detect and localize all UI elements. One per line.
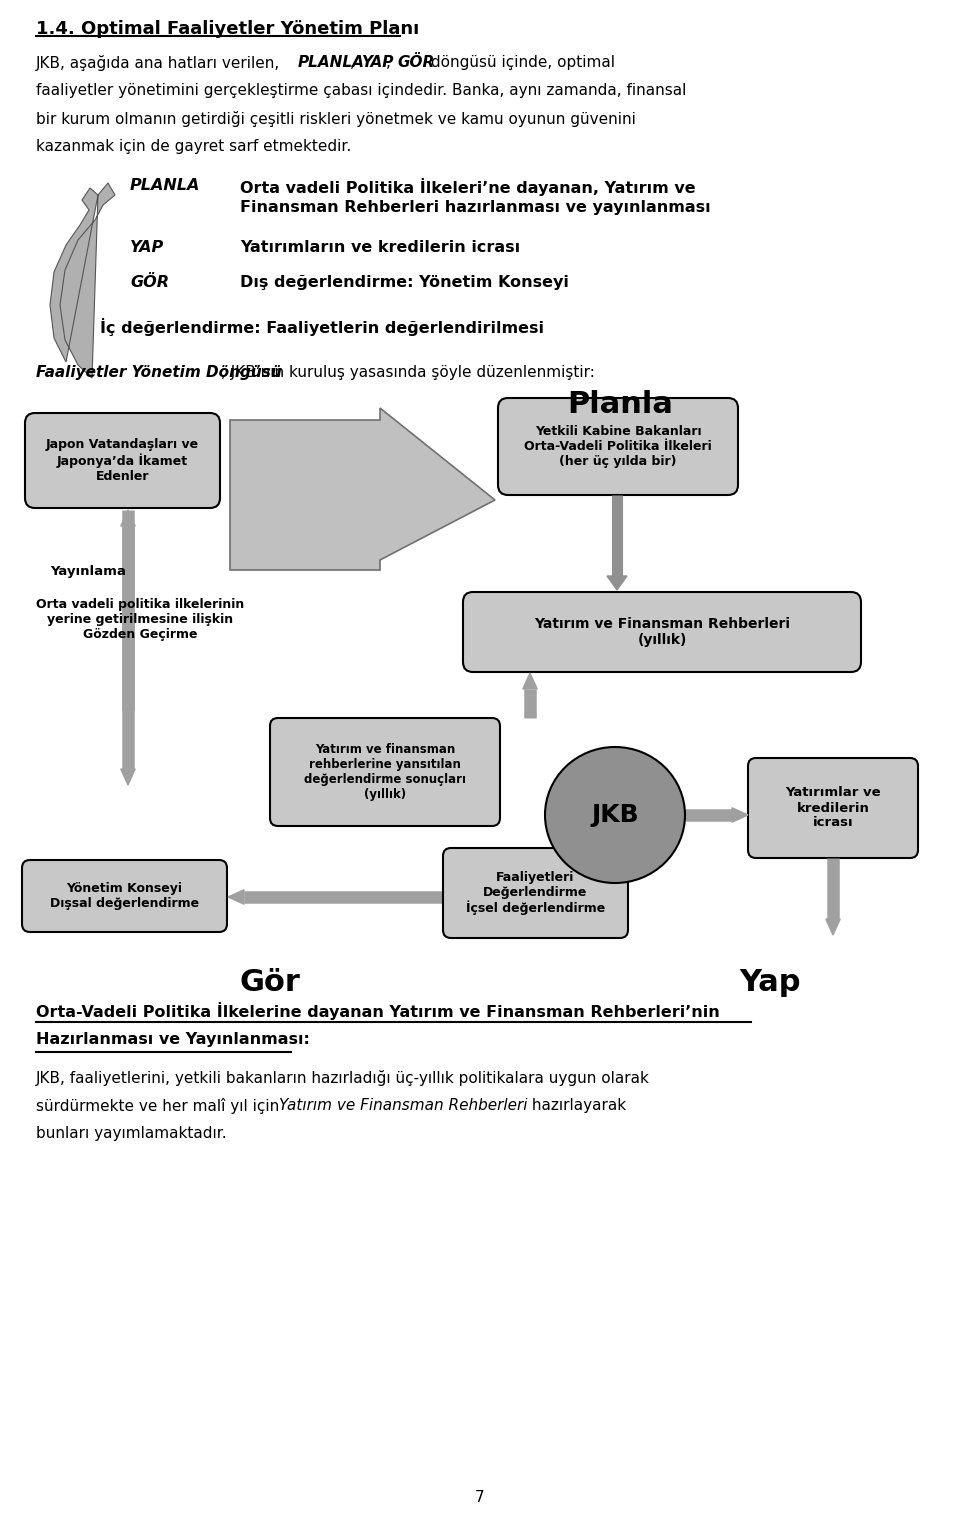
Polygon shape <box>826 918 840 935</box>
Text: Japon Vatandaşları ve
Japonya’da İkamet
Edenler: Japon Vatandaşları ve Japonya’da İkamet … <box>46 439 199 483</box>
Text: Gör: Gör <box>240 968 300 997</box>
Text: İç değerlendirme: Faaliyetlerin değerlendirilmesi: İç değerlendirme: Faaliyetlerin değerlen… <box>100 318 544 336</box>
Text: GÖR: GÖR <box>130 275 169 290</box>
FancyBboxPatch shape <box>22 859 227 932</box>
Text: sürdürmekte ve her malî yıl için: sürdürmekte ve her malî yıl için <box>36 1098 284 1114</box>
Polygon shape <box>121 769 135 785</box>
Text: faaliyetler yönetimini gerçekleştirme çabası içindedir. Banka, aynı zamanda, fin: faaliyetler yönetimini gerçekleştirme ça… <box>36 83 686 98</box>
Text: Yatırım ve finansman
rehberlerine yansıtılan
değerlendirme sonuçları
(yıllık): Yatırım ve finansman rehberlerine yansıt… <box>304 743 466 800</box>
Text: YAP: YAP <box>130 241 164 256</box>
Text: bir kurum olmanın getirdiği çeşitli riskleri yönetmek ve kamu oyunun güvenini: bir kurum olmanın getirdiği çeşitli risk… <box>36 110 636 127</box>
FancyBboxPatch shape <box>748 758 918 858</box>
Polygon shape <box>121 510 135 527</box>
Text: Orta-Vadeli Politika İlkelerine dayanan Yatırım ve Finansman Rehberleri’nin: Orta-Vadeli Politika İlkelerine dayanan … <box>36 1002 720 1020</box>
Text: Yatırımların ve kredilerin icrası: Yatırımların ve kredilerin icrası <box>240 241 520 256</box>
Text: Yönetim Konseyi
Dışsal değerlendirme: Yönetim Konseyi Dışsal değerlendirme <box>50 882 199 909</box>
Text: Yatırım ve Finansman Rehberleri
(yıllık): Yatırım ve Finansman Rehberleri (yıllık) <box>534 617 790 648</box>
Text: Yatırımlar ve
kredilerin
icrası: Yatırımlar ve kredilerin icrası <box>785 787 881 829</box>
Polygon shape <box>607 576 627 590</box>
Text: hazırlayarak: hazırlayarak <box>527 1098 626 1114</box>
Text: Dış değerlendirme: Yönetim Konseyi: Dış değerlendirme: Yönetim Konseyi <box>240 275 569 290</box>
Text: PLANLA: PLANLA <box>130 179 201 194</box>
Polygon shape <box>523 673 538 688</box>
Text: GÖR: GÖR <box>397 54 434 70</box>
Text: Orta vadeli politika ilkelerinin
yerine getirilmesine ilişkin
Gözden Geçirme: Orta vadeli politika ilkelerinin yerine … <box>36 598 244 642</box>
Text: 7: 7 <box>475 1490 485 1505</box>
Text: JKB, aşağıda ana hatları verilen,: JKB, aşağıda ana hatları verilen, <box>36 54 285 71</box>
FancyBboxPatch shape <box>498 398 738 495</box>
FancyBboxPatch shape <box>25 413 220 508</box>
Text: , JKB’nın kuruluş yasasında şöyle düzenlenmiştir:: , JKB’nın kuruluş yasasında şöyle düzenl… <box>221 365 595 380</box>
Text: Planla: Planla <box>567 390 673 419</box>
Text: Yayınlama: Yayınlama <box>50 564 126 578</box>
Text: döngüsü içinde, optimal: döngüsü içinde, optimal <box>426 54 615 70</box>
Text: 1.4. Optimal Faaliyetler Yönetim Planı: 1.4. Optimal Faaliyetler Yönetim Planı <box>36 20 420 38</box>
Text: Finansman Rehberleri hazırlanması ve yayınlanması: Finansman Rehberleri hazırlanması ve yay… <box>240 200 710 215</box>
Text: JKB: JKB <box>591 803 638 828</box>
PathPatch shape <box>50 183 115 378</box>
Polygon shape <box>228 890 244 905</box>
Text: PLANLA: PLANLA <box>298 54 365 70</box>
Text: JKB, faaliyetlerini, yetkili bakanların hazırladığı üç-yıllık politikalara uygun: JKB, faaliyetlerini, yetkili bakanların … <box>36 1070 650 1086</box>
Text: Faaliyetleri
Değerlendirme
İçsel değerlendirme: Faaliyetleri Değerlendirme İçsel değerle… <box>466 870 605 915</box>
FancyBboxPatch shape <box>443 847 628 938</box>
Text: ,: , <box>350 54 360 70</box>
Text: Yap: Yap <box>739 968 801 997</box>
Text: ,: , <box>386 54 396 70</box>
FancyBboxPatch shape <box>463 592 861 672</box>
Text: Yatırım ve Finansman Rehberleri: Yatırım ve Finansman Rehberleri <box>279 1098 527 1114</box>
Text: Yetkili Kabine Bakanları
Orta-Vadeli Politika İlkeleri
(her üç yılda bir): Yetkili Kabine Bakanları Orta-Vadeli Pol… <box>524 425 712 468</box>
Ellipse shape <box>545 747 685 884</box>
Text: Faaliyetler Yönetim Döngüsü: Faaliyetler Yönetim Döngüsü <box>36 365 281 380</box>
PathPatch shape <box>230 409 495 570</box>
FancyBboxPatch shape <box>270 719 500 826</box>
Text: YAP: YAP <box>361 54 394 70</box>
Text: Orta vadeli Politika İlkeleri’ne dayanan, Yatırım ve: Orta vadeli Politika İlkeleri’ne dayanan… <box>240 179 696 197</box>
Polygon shape <box>732 808 748 822</box>
Text: kazanmak için de gayret sarf etmektedir.: kazanmak için de gayret sarf etmektedir. <box>36 139 351 154</box>
Text: Hazırlanması ve Yayınlanması:: Hazırlanması ve Yayınlanması: <box>36 1032 310 1047</box>
Text: bunları yayımlamaktadır.: bunları yayımlamaktadır. <box>36 1126 227 1141</box>
